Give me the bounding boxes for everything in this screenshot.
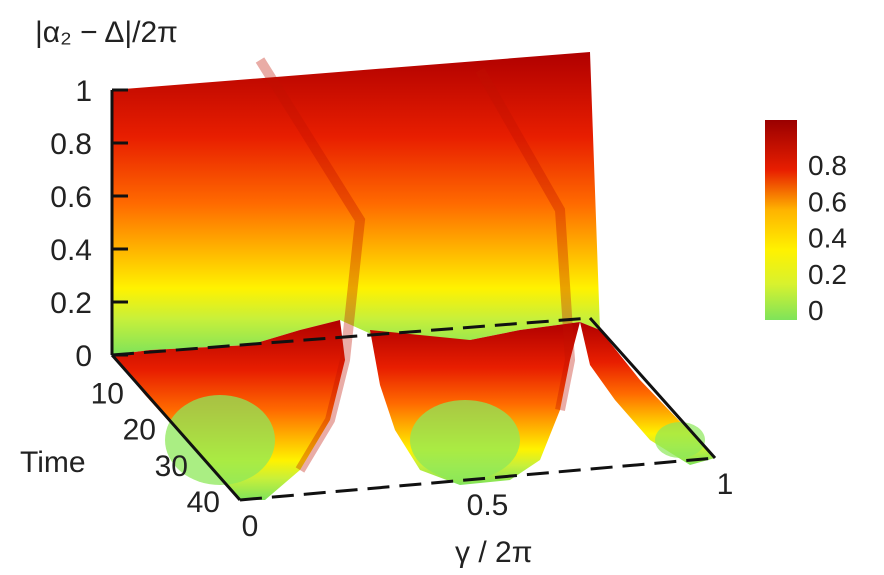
gamma-ticks: 00.51 <box>242 468 734 543</box>
time-tick-label: 30 <box>155 450 188 483</box>
colorbar-gradient <box>765 120 797 320</box>
z-tick-label: 0.8 <box>50 128 92 161</box>
time-axis-label: Time <box>20 446 86 479</box>
z-tick-label: 0 <box>75 340 92 373</box>
right-base-line <box>588 317 717 459</box>
colorbar-tick-label: 0.8 <box>808 150 847 181</box>
surface <box>112 52 715 500</box>
time-tick-label: 40 <box>187 486 220 519</box>
surface-green-patch-2 <box>410 400 520 480</box>
back-base-line <box>111 316 591 357</box>
surface-green-patch-1 <box>165 395 275 485</box>
colorbar-tick-label: 0.2 <box>808 259 847 290</box>
gamma-tick-label: 0.5 <box>467 489 509 522</box>
surface-ridge-2 <box>475 67 576 411</box>
z-ticks: 0 0.2 0.4 0.6 0.8 1 <box>50 75 128 373</box>
axes-frame <box>110 90 717 502</box>
surface-back-sheet <box>112 52 600 355</box>
z-tick-label: 1 <box>75 75 92 108</box>
colorbar-tick-label: 0.4 <box>808 223 847 254</box>
colorbar-tick-label: 0 <box>808 295 824 326</box>
colorbar: 0 0.2 0.4 0.6 0.8 <box>765 120 847 326</box>
z-tick-label: 0.2 <box>50 287 92 320</box>
colorbar-ticks: 0 0.2 0.4 0.6 0.8 <box>808 150 847 326</box>
time-axis-line <box>110 354 242 501</box>
z-tick-label: 0.4 <box>50 234 92 267</box>
surface-ridge-1 <box>255 57 366 473</box>
z-tick-label: 0.6 <box>50 181 92 214</box>
gamma-axis-label: γ / 2π <box>455 536 532 569</box>
z-axis-label: |α₂ − Δ|/2π <box>35 16 178 49</box>
time-tick-label: 20 <box>123 414 156 447</box>
gamma-tick-label: 0 <box>242 510 259 543</box>
colorbar-tick-label: 0.6 <box>808 186 847 217</box>
time-tick-label: 10 <box>91 377 124 410</box>
gamma-axis-line <box>239 456 716 502</box>
gamma-tick-label: 1 <box>717 468 734 501</box>
